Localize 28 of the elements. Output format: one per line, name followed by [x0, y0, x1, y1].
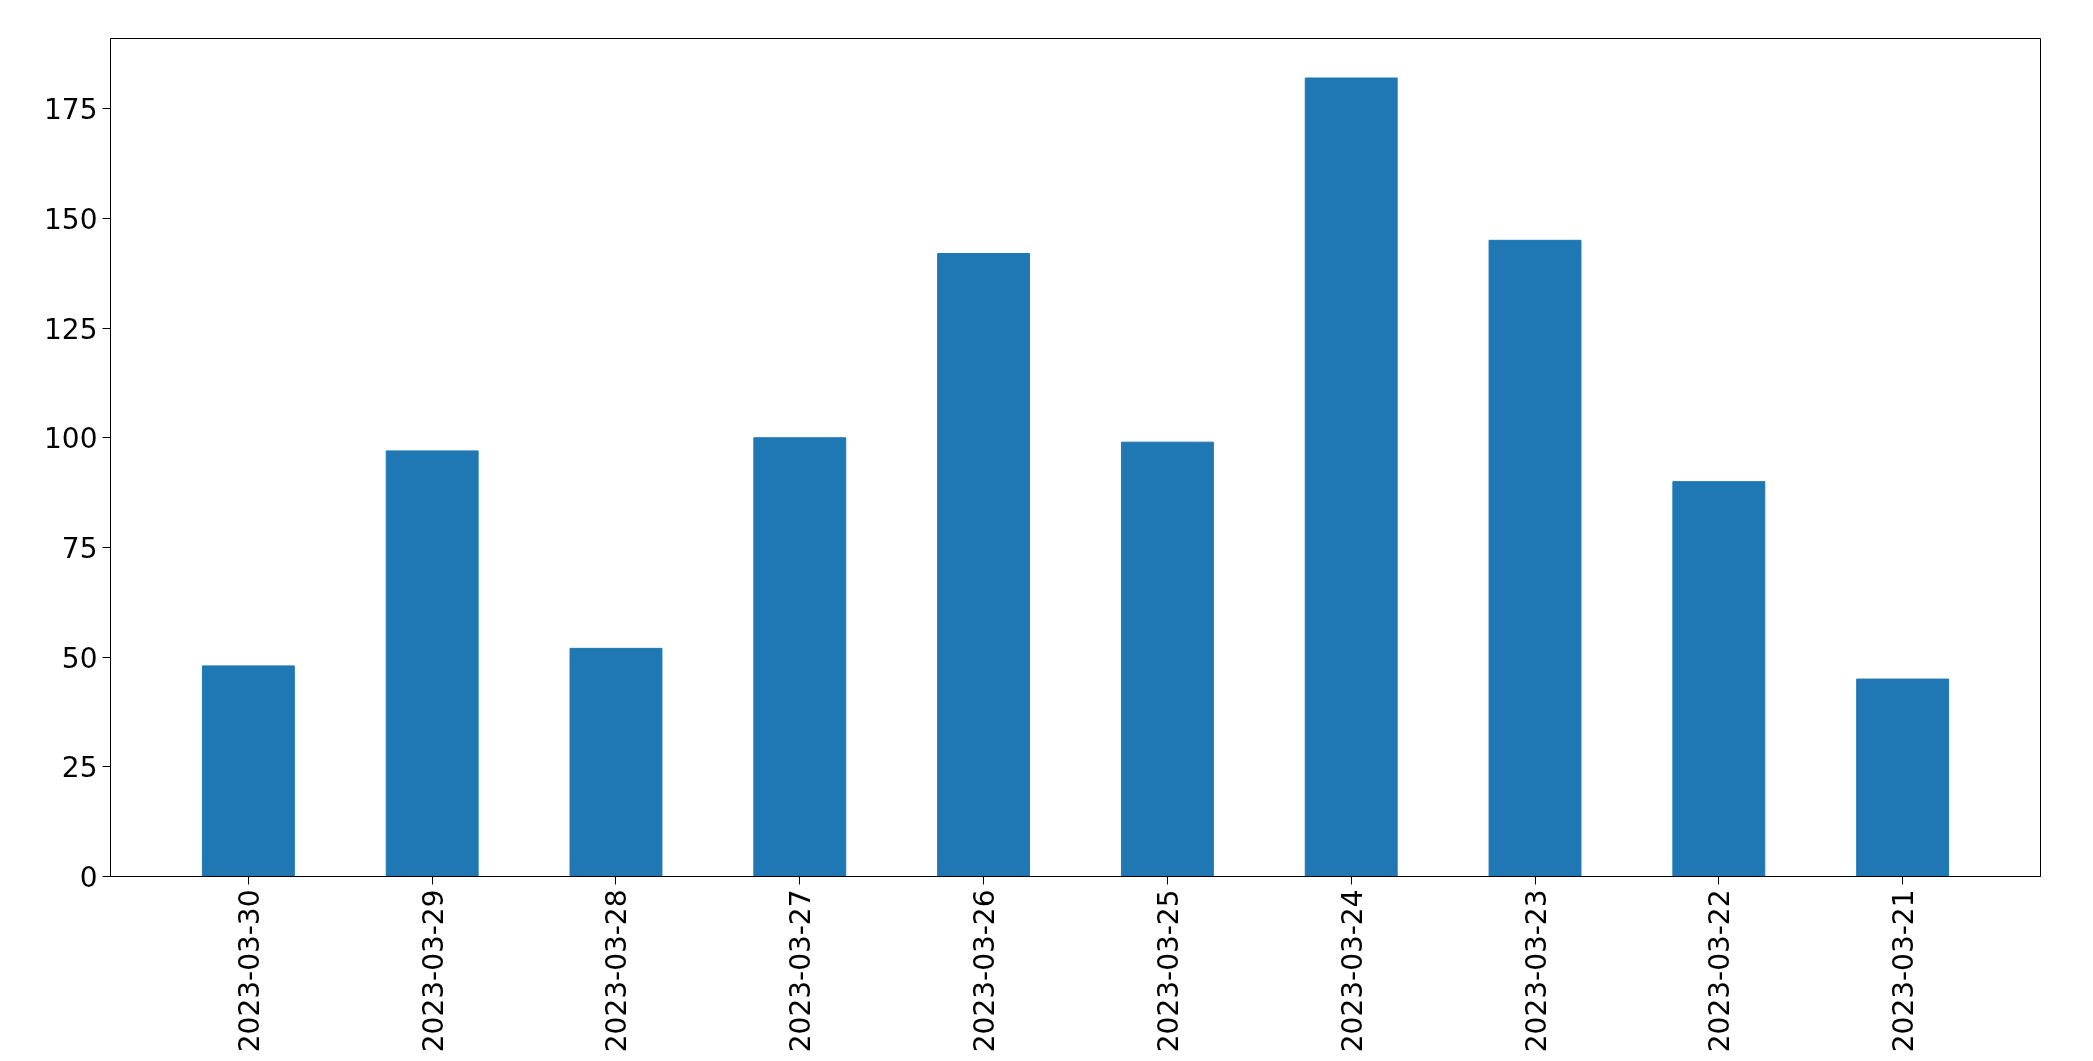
bar	[385, 450, 479, 877]
x-tick-label: 2023-03-23	[1519, 889, 1553, 1053]
bar	[569, 647, 663, 877]
x-tick-label: 2023-03-26	[968, 889, 1002, 1053]
x-tick-label: 2023-03-24	[1335, 889, 1369, 1053]
x-tick-label: 2023-03-29	[416, 889, 450, 1053]
y-tick-label: 75	[61, 531, 98, 565]
y-tick-label: 50	[61, 641, 98, 675]
bar	[1304, 77, 1398, 877]
bar	[937, 252, 1031, 877]
y-tick-label: 175	[44, 93, 98, 127]
x-tick-label: 2023-03-21	[1887, 889, 1921, 1053]
y-tick-label: 100	[44, 422, 98, 456]
bar	[201, 665, 295, 877]
bar	[1120, 441, 1214, 877]
x-tick-label: 2023-03-25	[1151, 889, 1185, 1053]
bar	[1672, 481, 1766, 877]
bar	[753, 437, 847, 877]
x-tick-label: 2023-03-27	[784, 889, 818, 1053]
y-tick-label: 125	[44, 312, 98, 346]
bar	[1856, 678, 1950, 877]
bar	[1488, 239, 1582, 877]
y-tick-label: 0	[79, 861, 98, 894]
x-tick-label: 2023-03-30	[232, 889, 266, 1053]
y-tick-label: 25	[61, 751, 98, 785]
x-tick-label: 2023-03-28	[600, 889, 634, 1053]
y-tick-label: 150	[44, 202, 98, 236]
x-tick-label: 2023-03-22	[1703, 889, 1737, 1053]
